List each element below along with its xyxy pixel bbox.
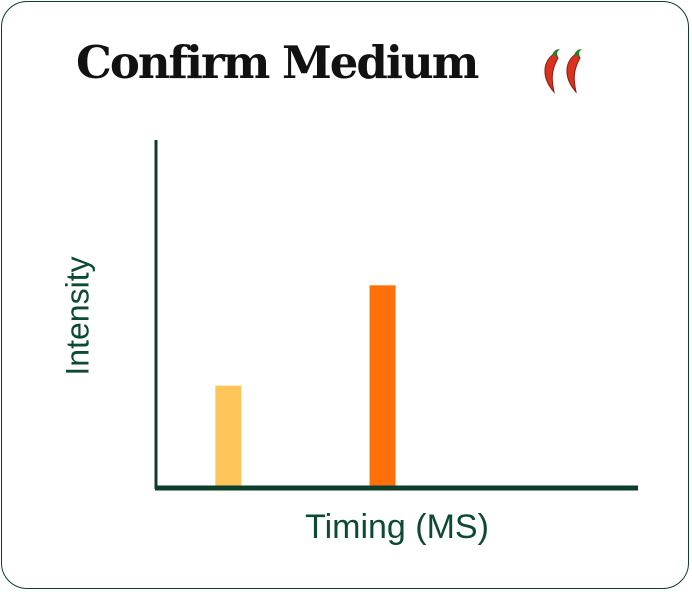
chili-pepper-icon [544,49,560,94]
y-axis-label: Intensity [59,256,96,376]
chili-pepper-icon [566,49,582,94]
bar-1 [215,385,242,486]
chili-pepper-icon [544,49,582,94]
bar-2 [369,285,396,486]
chart-title: Confirm Medium [76,36,479,89]
x-axis-label: Timing (MS) [305,508,489,546]
